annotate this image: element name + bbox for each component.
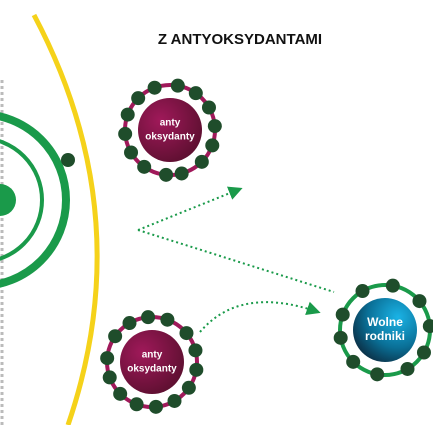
molecule-dot — [168, 394, 182, 408]
molecule-dot — [108, 329, 122, 343]
nucleus — [0, 184, 16, 216]
electron — [61, 153, 75, 167]
molecule-dot — [401, 362, 415, 376]
molecule-dot — [412, 294, 426, 308]
molecule-dot — [202, 101, 216, 115]
molecule-dot — [141, 310, 155, 324]
arrow — [138, 230, 334, 292]
molecule-dot — [189, 86, 203, 100]
molecule-dot — [336, 308, 350, 322]
molecule-dot — [121, 108, 135, 122]
molecule-dot — [175, 166, 189, 180]
molecule-label: oksydanty — [145, 132, 195, 143]
molecule-dot — [189, 363, 203, 377]
molecule-label: Wolne — [367, 315, 403, 329]
molecule-core — [138, 98, 202, 162]
molecule-dot — [118, 127, 132, 141]
molecule-dot — [386, 279, 400, 293]
molecule-dot — [171, 79, 185, 93]
title: Z ANTYOKSYDANTAMI — [158, 31, 322, 48]
molecule-dot — [334, 331, 348, 345]
molecule-label: oksydanty — [127, 364, 177, 375]
molecule-dot — [346, 355, 360, 369]
molecule-dot — [131, 91, 145, 105]
molecule-dot — [159, 168, 173, 182]
molecule-dot — [160, 313, 174, 327]
molecule-dot — [149, 400, 163, 414]
molecule-dot — [356, 284, 370, 298]
molecule-dot — [103, 370, 117, 384]
molecule-core — [120, 330, 184, 394]
molecule-dot — [208, 119, 222, 133]
molecule-dot — [205, 138, 219, 152]
molecule-dot — [148, 81, 162, 95]
molecule-dot — [137, 160, 151, 174]
molecule-dot — [123, 316, 137, 330]
molecule-dot — [188, 343, 202, 357]
molecule-dot — [100, 351, 114, 365]
molecule-label: anty — [160, 118, 181, 129]
molecule-dot — [124, 146, 138, 160]
arrow — [200, 302, 318, 332]
molecule-dot — [130, 397, 144, 411]
molecule-dot — [179, 326, 193, 340]
molecule-dot — [423, 319, 433, 333]
diagram: Z ANTYOKSYDANTAMI anty oksydanty anty oksyd… — [0, 0, 433, 425]
molecule-label: anty — [142, 350, 163, 361]
molecule-dot — [113, 387, 127, 401]
molecule-dot — [370, 367, 384, 381]
arrow — [138, 189, 240, 230]
molecule-dot — [417, 346, 431, 360]
molecule-dot — [182, 381, 196, 395]
molecule-label: rodniki — [365, 329, 405, 343]
molecule-dot — [195, 155, 209, 169]
